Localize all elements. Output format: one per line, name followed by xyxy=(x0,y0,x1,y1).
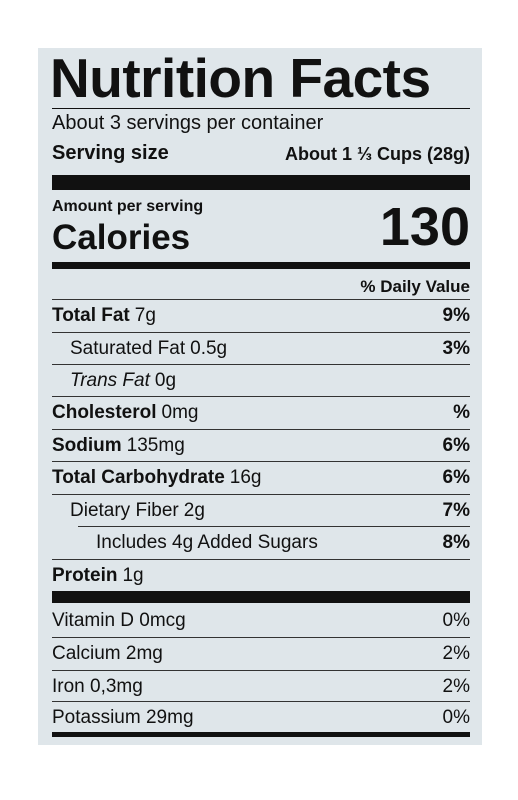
bottom-rule xyxy=(52,732,470,737)
vitamin-dv: 2% xyxy=(442,675,470,697)
nutrient-amount: 1g xyxy=(122,564,144,586)
nutrient-row: Saturated Fat 0.5g 3% xyxy=(52,332,470,364)
vitamin-row: Potassium 29mg 0% xyxy=(52,701,470,733)
nutrient-dv: 6% xyxy=(442,466,470,488)
medium-rule xyxy=(52,262,470,269)
nutrient-name: Sodium xyxy=(52,434,122,456)
nutrient-dv: 7% xyxy=(442,499,470,521)
thick-rule xyxy=(52,175,470,190)
nutrient-row: Total Fat 7g 9% xyxy=(52,299,470,331)
vitamin-row: Vitamin D 0mcg 0% xyxy=(52,605,470,637)
calories-label: Calories xyxy=(52,218,191,257)
nutrient-row: Sodium 135mg 6% xyxy=(52,429,470,461)
calories: 130 xyxy=(379,197,470,257)
vitamin-name: Vitamin D 0mcg xyxy=(52,610,186,631)
nutrient-name: Cholesterol xyxy=(52,401,157,423)
nutrient-amount: 135mg xyxy=(126,434,185,456)
nutrient-amount: 16g xyxy=(229,466,262,488)
nutrient-amount: 0.5g xyxy=(190,337,228,359)
title: Nutrition Facts xyxy=(50,47,431,109)
nutrient-row: Protein 1g xyxy=(52,559,470,591)
nutrient-name: Saturated Fat xyxy=(70,337,186,359)
vitamin-name: Iron 0,3mg xyxy=(52,675,143,697)
nutrient-name: Dietary Fiber xyxy=(70,499,179,521)
vitamin-row: Calcium 2mg 2% xyxy=(52,637,470,669)
nutrient-row: Dietary Fiber 2g 7% xyxy=(52,494,470,526)
nutrient-name: Total Fat xyxy=(52,304,130,326)
serving-size: About 1 ⅓ Cups (28g) xyxy=(284,144,470,164)
nutrient-amount: 0g xyxy=(154,369,177,391)
nutrient-name: Includes 4g Added Sugars xyxy=(96,531,318,553)
servings: About 3 servings per container xyxy=(52,112,324,134)
vitamin-dv: 0% xyxy=(442,706,470,728)
nutrient-row: Cholesterol 0mg% xyxy=(52,396,470,428)
nutrient-amount: 2g xyxy=(183,499,205,521)
vitamin-dv: 0% xyxy=(442,610,470,631)
vitamin-row: Iron 0,3mg 2% xyxy=(52,670,470,702)
amount-per-serving: Amount per serving xyxy=(52,198,204,215)
vitamin-dv: 2% xyxy=(442,642,470,664)
rule xyxy=(52,108,470,109)
nutrient-amount: 0mg xyxy=(161,401,199,423)
nutrient-amount: 7g xyxy=(134,304,156,326)
vitamin-name: Potassium 29mg xyxy=(52,706,194,728)
nutrient-row: Trans Fat 0g xyxy=(52,364,470,396)
nutrient-name: Trans Fat xyxy=(70,369,150,391)
nutrient-dv: % xyxy=(453,401,470,423)
nutrient-dv: 9% xyxy=(442,304,470,326)
daily-value-header: % Daily Value xyxy=(360,277,470,296)
serving-size-label: Serving size xyxy=(52,142,169,164)
nutrient-dv: 8% xyxy=(442,531,470,553)
vitamin-name: Calcium 2mg xyxy=(52,642,163,664)
nutrition-label: Nutrition Facts About 3 servings per con… xyxy=(38,47,482,745)
nutrient-row: Includes 4g Added Sugars 8% xyxy=(78,526,470,558)
nutrient-row: Total Carbohydrate 16g 6% xyxy=(52,461,470,493)
nutrient-dv: 6% xyxy=(442,434,470,456)
nutrient-dv: 3% xyxy=(442,337,470,359)
nutrient-name: Total Carbohydrate xyxy=(52,466,225,488)
thick-rule xyxy=(52,591,470,603)
nutrient-name: Protein xyxy=(52,564,118,586)
